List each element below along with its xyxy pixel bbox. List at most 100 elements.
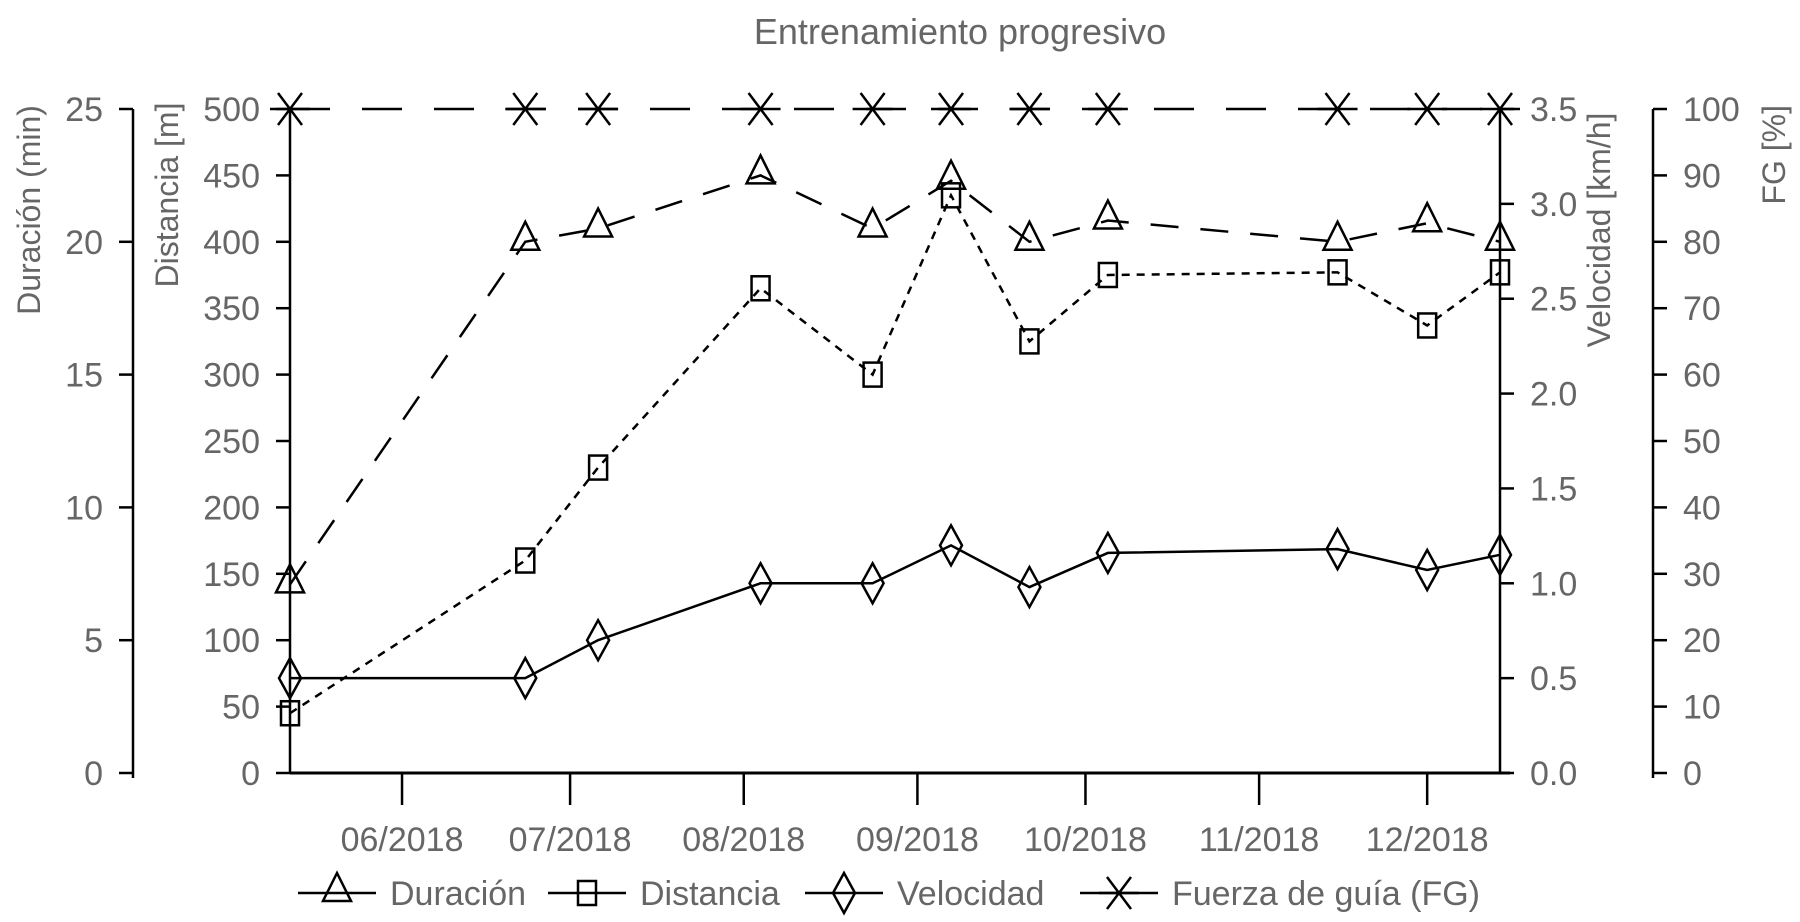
square-marker xyxy=(1327,259,1348,286)
dur-tick-label: 20 xyxy=(65,224,103,262)
fg-tick-label: 100 xyxy=(1683,91,1740,129)
legend-item: Fuerza de guía (FG) xyxy=(1080,875,1480,913)
diamond-marker xyxy=(831,870,857,916)
x-marker xyxy=(740,92,781,126)
square-marker xyxy=(279,699,301,727)
x-marker xyxy=(270,92,310,126)
square-marker xyxy=(862,361,883,388)
diamond-marker xyxy=(585,617,611,663)
fg-tick-label: 10 xyxy=(1683,689,1721,727)
x-marker xyxy=(1407,92,1448,126)
dur-tick-label: 10 xyxy=(65,489,103,527)
legend-item: Duración xyxy=(298,870,526,913)
dist-tick-label: 400 xyxy=(203,224,260,262)
dist-tick-label: 250 xyxy=(203,423,260,461)
square-marker xyxy=(750,275,771,302)
vel-tick-label: 0.5 xyxy=(1530,660,1577,698)
fg-tick-label: 40 xyxy=(1683,489,1721,527)
triangle-marker xyxy=(509,219,542,252)
x-marker xyxy=(505,92,546,126)
square-marker xyxy=(940,182,962,209)
square-marker xyxy=(587,454,609,481)
dist-tick-label: 0 xyxy=(241,755,260,793)
series-line xyxy=(289,192,1501,715)
series-line xyxy=(288,174,1501,586)
legend-label: Duración xyxy=(390,875,526,913)
x-marker xyxy=(852,92,893,126)
dist-tick-label: 100 xyxy=(203,622,260,660)
dist-tick-label: 150 xyxy=(203,556,260,594)
diamond-marker xyxy=(1017,564,1042,610)
triangle-marker xyxy=(582,205,615,238)
triangle-marker xyxy=(1483,219,1517,252)
legend-label: Fuerza de guía (FG) xyxy=(1172,875,1480,913)
dur-tick-label: 5 xyxy=(84,622,103,660)
square-marker xyxy=(1019,328,1040,355)
diamond-marker xyxy=(512,655,538,701)
series-line xyxy=(290,543,1501,680)
vel-axis-label: Velocidad [km/h] xyxy=(1581,113,1617,348)
triangle-marker xyxy=(856,205,889,238)
x-marker xyxy=(931,92,972,126)
dist-tick-label: 300 xyxy=(203,357,260,395)
x-tick-label: 10/2018 xyxy=(1024,821,1147,859)
dur-tick-label: 15 xyxy=(65,357,103,395)
dist-tick-label: 200 xyxy=(203,489,260,527)
triangle-marker xyxy=(273,561,307,594)
legend-label: Distancia xyxy=(640,875,780,913)
axes: 06/2018 07/2018 08/2018 09/2018 10/2018 11/20… xyxy=(11,91,1792,859)
fg-tick-label: 50 xyxy=(1683,423,1721,461)
x-marker xyxy=(1099,876,1139,910)
series-velocidad xyxy=(277,522,1513,701)
x-tick-label: 06/2018 xyxy=(341,821,464,859)
series-fuerza-de-gu-a-fg- xyxy=(270,92,1520,126)
triangle-marker xyxy=(744,152,777,185)
vel-tick-label: 0.0 xyxy=(1530,755,1577,793)
dur-tick-label: 0 xyxy=(84,755,103,793)
diamond-marker xyxy=(1095,530,1121,576)
vel-tick-label: 1.5 xyxy=(1530,470,1577,508)
diamond-marker xyxy=(860,560,886,606)
triangle-marker xyxy=(1321,219,1354,252)
triangle-marker xyxy=(1411,200,1444,233)
diamond-marker xyxy=(277,655,303,701)
vel-tick-label: 2.0 xyxy=(1530,376,1577,414)
x-marker xyxy=(1009,92,1050,126)
dist-tick-label: 450 xyxy=(203,157,260,195)
fg-tick-label: 60 xyxy=(1683,357,1721,395)
triangle-marker xyxy=(320,870,354,903)
legend-item: Distancia xyxy=(548,875,780,913)
x-marker xyxy=(1317,92,1358,126)
fg-tick-label: 20 xyxy=(1683,622,1721,660)
dist-tick-label: 500 xyxy=(203,91,260,129)
fg-tick-label: 30 xyxy=(1683,556,1721,594)
diamond-marker xyxy=(1325,526,1350,572)
triangle-marker xyxy=(1013,219,1046,252)
vel-tick-label: 3.0 xyxy=(1530,186,1577,224)
legend-item: Velocidad xyxy=(805,870,1044,916)
vel-tick-label: 1.0 xyxy=(1530,565,1577,603)
diamond-marker xyxy=(938,522,964,568)
dur-tick-label: 25 xyxy=(65,91,103,129)
dur-axis-label: Duración (min) xyxy=(11,105,47,315)
diamond-marker xyxy=(1487,532,1513,578)
x-marker xyxy=(1480,92,1520,126)
triangle-marker xyxy=(1091,197,1124,230)
legend-label: Velocidad xyxy=(897,875,1044,913)
fg-tick-label: 90 xyxy=(1683,157,1721,195)
diamond-marker xyxy=(1414,547,1440,593)
square-marker xyxy=(1416,312,1438,339)
vel-tick-label: 3.5 xyxy=(1530,91,1577,129)
diamond-marker xyxy=(748,560,773,606)
x-tick-label: 11/2018 xyxy=(1199,821,1319,859)
vel-tick-label: 2.5 xyxy=(1530,281,1577,319)
chart-title: Entrenamiento progresivo xyxy=(754,11,1166,52)
x-marker xyxy=(1087,92,1128,126)
dist-axis-label: Distancia [m] xyxy=(149,103,185,288)
square-marker xyxy=(1489,259,1511,286)
x-marker xyxy=(578,92,619,126)
legend: Duración Distancia Velocidad Fuerza de guía… xyxy=(298,870,1480,916)
square-marker xyxy=(515,547,536,574)
triangle-marker xyxy=(934,157,968,190)
